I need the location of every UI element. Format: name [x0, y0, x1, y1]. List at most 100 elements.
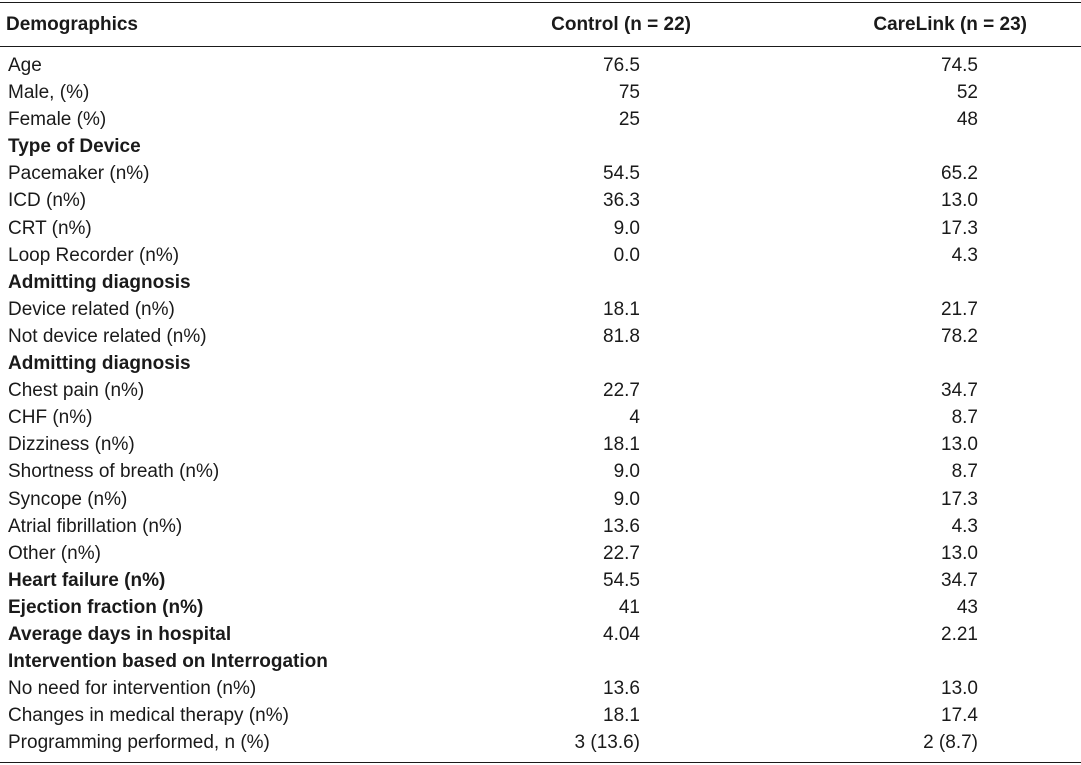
control-value: 4.04 [603, 623, 640, 645]
control-value: 18.1 [603, 298, 640, 320]
table-row: CHF (n%) 4 8.7 [0, 404, 1081, 431]
carelink-value: 21.7 [941, 298, 978, 320]
control-value: 9.0 [613, 488, 640, 510]
control-value: 22.7 [603, 380, 640, 402]
row-label: Age [8, 55, 42, 76]
carelink-value: 65.2 [941, 163, 978, 185]
carelink-value: 13.0 [941, 190, 978, 212]
table-row: Heart failure (n%) 54.5 34.7 [0, 567, 1081, 594]
control-value: 54.5 [603, 569, 640, 591]
table-row: Pacemaker (n%) 54.5 65.2 [0, 160, 1081, 187]
control-value: 75 [618, 82, 640, 104]
control-value: 18.1 [603, 434, 640, 456]
table-row: Device related (n%) 18.1 21.7 [0, 296, 1081, 323]
section-heading-row: Admitting diagnosis [0, 269, 1081, 296]
row-label: Heart failure (n%) [8, 569, 166, 591]
table-row: ICD (n%) 36.3 13.0 [0, 187, 1081, 214]
table-row: Ejection fraction (n%) 41 43 [0, 594, 1081, 621]
row-label: Not device related (n%) [8, 325, 207, 347]
row-label: Programming performed, n (%) [8, 732, 270, 754]
row-label: Dizziness (n%) [8, 434, 135, 456]
control-value: 3 (13.6) [574, 732, 640, 754]
row-label: CRT (n%) [8, 217, 92, 239]
section-heading-row: Admitting diagnosis [0, 350, 1081, 377]
carelink-value: 17.4 [941, 705, 978, 727]
section-heading-row: Type of Device [0, 133, 1081, 160]
table-top-rule [0, 2, 1081, 3]
carelink-value: 4.3 [951, 515, 978, 537]
table-body: Age 76.5 74.5 Male, (%) 75 52 Female (%) 25 48… [0, 52, 1081, 756]
control-value: 36.3 [603, 190, 640, 212]
row-label: Ejection fraction (n%) [8, 596, 204, 618]
row-label: Female (%) [8, 109, 107, 131]
carelink-value: 78.2 [941, 325, 978, 347]
table-row: CRT (n%) 9.0 17.3 [0, 215, 1081, 242]
carelink-value: 2 (8.7) [923, 732, 978, 754]
section-heading-row: Intervention based on Interrogation [0, 648, 1081, 675]
table-row: Dizziness (n%) 18.1 13.0 [0, 431, 1081, 458]
carelink-value: 43 [956, 596, 978, 618]
control-value: 9.0 [613, 461, 640, 483]
control-value: 22.7 [603, 542, 640, 564]
carelink-value: 2.21 [941, 623, 978, 645]
section-heading: Admitting diagnosis [8, 271, 191, 293]
carelink-value: 13.0 [941, 434, 978, 456]
control-value: 41 [618, 596, 640, 618]
row-label: Other (n%) [8, 542, 101, 564]
carelink-value: 17.3 [941, 217, 978, 239]
row-label: Male, (%) [8, 82, 90, 104]
row-label: Pacemaker (n%) [8, 163, 150, 185]
table-row: Programming performed, n (%) 3 (13.6) 2 (8… [0, 729, 1081, 756]
control-value: 18.1 [603, 705, 640, 727]
section-heading: Admitting diagnosis [8, 353, 191, 375]
row-label: Loop Recorder (n%) [8, 244, 180, 266]
table-row: Not device related (n%) 81.8 78.2 [0, 323, 1081, 350]
carelink-value: 34.7 [941, 380, 978, 402]
table-row: Loop Recorder (n%) 0.0 4.3 [0, 242, 1081, 269]
control-value: 9.0 [613, 217, 640, 239]
row-label: Atrial fibrillation (n%) [8, 515, 183, 537]
section-heading: Intervention based on Interrogation [8, 651, 328, 673]
table-row: Average days in hospital 4.04 2.21 [0, 621, 1081, 648]
carelink-value: 8.7 [951, 407, 978, 429]
control-value: 13.6 [603, 515, 640, 537]
carelink-value: 34.7 [941, 569, 978, 591]
control-value: 54.5 [603, 163, 640, 185]
table-row: Atrial fibrillation (n%) 13.6 4.3 [0, 513, 1081, 540]
carelink-value: 48 [956, 109, 978, 131]
control-value: 13.6 [603, 678, 640, 700]
control-value: 81.8 [603, 325, 640, 347]
table-row: Changes in medical therapy (n%) 18.1 17.4 [0, 702, 1081, 729]
table-row: Other (n%) 22.7 13.0 [0, 540, 1081, 567]
row-label: No need for intervention (n%) [8, 678, 257, 700]
table-row: Syncope (n%) 9.0 17.3 [0, 486, 1081, 513]
table-row: Male, (%) 75 52 [0, 79, 1081, 106]
table-row: No need for intervention (n%) 13.6 13.0 [0, 675, 1081, 702]
control-value: 0.0 [613, 244, 640, 266]
table-row: Chest pain (n%) 22.7 34.7 [0, 377, 1081, 404]
table-row: Female (%) 25 48 [0, 106, 1081, 133]
header-divider-rule [0, 46, 1081, 47]
row-label: Shortness of breath (n%) [8, 461, 220, 483]
row-label: Changes in medical therapy (n%) [8, 705, 289, 727]
table-row: Age 76.5 74.5 [0, 52, 1081, 79]
header-demographics: Demographics [6, 14, 138, 35]
header-control: Control (n = 22) [551, 14, 691, 35]
control-value: 25 [618, 109, 640, 131]
table-row: Shortness of breath (n%) 9.0 8.7 [0, 458, 1081, 485]
header-carelink: CareLink (n = 23) [873, 14, 1027, 35]
row-label: Syncope (n%) [8, 488, 128, 510]
control-value: 76.5 [603, 55, 640, 76]
control-value: 4 [629, 407, 640, 429]
carelink-value: 17.3 [941, 488, 978, 510]
carelink-value: 74.5 [941, 55, 978, 76]
carelink-value: 8.7 [951, 461, 978, 483]
carelink-value: 52 [956, 82, 978, 104]
carelink-value: 13.0 [941, 542, 978, 564]
table-header-row: Demographics Control (n = 22) CareLink (… [0, 3, 1081, 46]
table-bottom-rule [0, 762, 1081, 763]
row-label: Average days in hospital [8, 623, 232, 645]
section-heading: Type of Device [8, 136, 141, 158]
row-label: ICD (n%) [8, 190, 87, 212]
row-label: Device related (n%) [8, 298, 175, 320]
